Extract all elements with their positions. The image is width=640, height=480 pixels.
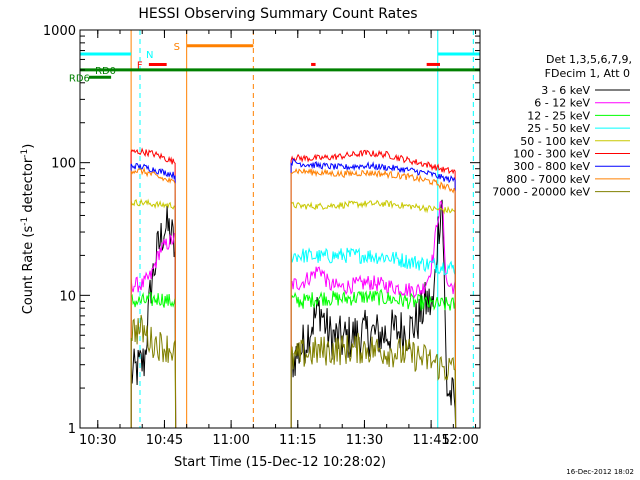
y-axis-label-main: Count Rate (s [21, 226, 36, 315]
series-line [290, 158, 457, 428]
x-tick-label: 11:45 [412, 433, 449, 448]
flag-label: RD0 [95, 66, 116, 77]
series-line [130, 147, 177, 428]
series-2 [130, 288, 457, 428]
series-4 [130, 198, 457, 428]
series-1 [130, 200, 457, 428]
x-axis-label: Start Time (15-Dec-12 10:28:02) [174, 455, 386, 470]
y-tick-label: 1000 [43, 24, 76, 39]
flag-label: S [174, 42, 180, 53]
series-line [290, 199, 457, 428]
legend-label: 25 - 50 keV [527, 122, 590, 135]
series-line [290, 200, 457, 428]
series-0 [130, 199, 457, 428]
flag-label: RD6 [69, 73, 90, 84]
legend: Det 1,3,5,6,7,9, FDecim 1, Att 0 3 - 6 k… [492, 53, 632, 199]
x-tick-label: 10:45 [146, 433, 183, 448]
series-7 [130, 166, 457, 428]
legend-label: 300 - 800 keV [513, 160, 590, 173]
legend-label: 7000 - 20000 keV [492, 186, 590, 199]
series-line [290, 167, 457, 428]
y-axis-label-mid: detector [21, 157, 36, 217]
series-line [130, 232, 177, 428]
series-line [130, 162, 177, 428]
legend-label: 800 - 7000 keV [506, 173, 590, 186]
flag-label: F [137, 60, 143, 71]
footer-timestamp: 16-Dec-2012 18:02 [566, 468, 634, 476]
legend-label: 12 - 25 keV [527, 109, 590, 122]
legend-header-line-1: Det 1,3,5,6,7,9, [546, 53, 632, 66]
series-line [130, 198, 177, 428]
x-tick-label: 11:15 [279, 433, 316, 448]
series-line [290, 333, 457, 428]
y-tick-label: 100 [51, 157, 76, 172]
y-axis-label-sup1: -1 [20, 217, 30, 226]
y-axis-label-end: ) [21, 144, 36, 149]
y-axis-label: Count Rate (s-1 detector-1) [20, 144, 36, 315]
x-tick-label: 10:30 [79, 433, 116, 448]
plot-frame [79, 29, 481, 429]
series-line [130, 206, 177, 428]
series-line [290, 199, 457, 428]
x-tick-label: 11:30 [346, 433, 383, 448]
series-line [130, 314, 177, 428]
y-tick-label: 1 [68, 422, 76, 437]
series-line [130, 166, 177, 428]
y-axis-label-sup2: -1 [20, 149, 30, 158]
y-tick-label: 10 [59, 289, 76, 304]
legend-label: 3 - 6 keV [541, 84, 590, 97]
legend-label: 6 - 12 keV [534, 97, 590, 110]
chart-title: HESSI Observing Summary Count Rates [138, 6, 417, 22]
series-8 [130, 314, 457, 428]
series-line [290, 247, 457, 428]
series-line [130, 292, 177, 428]
series-line [290, 288, 457, 428]
legend-label: 50 - 100 keV [520, 135, 590, 148]
plot-area [80, 30, 480, 428]
series-5 [130, 147, 457, 428]
x-tick-label: 12:00 [441, 433, 478, 448]
y-axis: 1 10 100 1000 [43, 24, 480, 437]
flag-label: N [146, 50, 153, 61]
legend-header-line-2: FDecim 1, Att 0 [545, 67, 630, 80]
series-3 [290, 247, 457, 428]
x-tick-label: 11:00 [212, 433, 249, 448]
series-line [290, 149, 457, 428]
legend-label: 100 - 300 keV [513, 148, 590, 161]
series-6 [130, 158, 457, 428]
